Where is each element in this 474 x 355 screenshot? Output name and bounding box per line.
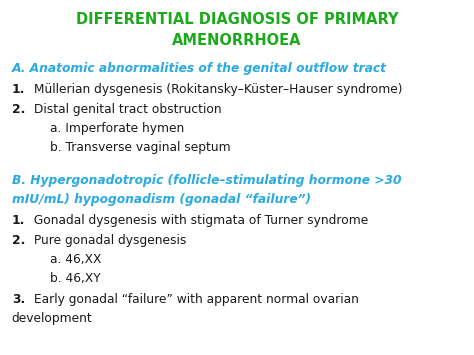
Text: 2.: 2.: [12, 234, 25, 247]
Text: Gonadal dysgenesis with stigmata of Turner syndrome: Gonadal dysgenesis with stigmata of Turn…: [30, 214, 368, 228]
Text: b. 46,XY: b. 46,XY: [50, 272, 100, 285]
Text: Pure gonadal dysgenesis: Pure gonadal dysgenesis: [30, 234, 186, 247]
Text: a. Imperforate hymen: a. Imperforate hymen: [50, 122, 184, 135]
Text: 1.: 1.: [12, 83, 25, 97]
Text: Early gonadal “failure” with apparent normal ovarian: Early gonadal “failure” with apparent no…: [30, 293, 359, 306]
Text: development: development: [12, 312, 92, 326]
Text: 2.: 2.: [12, 103, 25, 116]
Text: AMENORRHOEA: AMENORRHOEA: [172, 33, 302, 48]
Text: mIU/mL) hypogonadism (gonadal “failure”): mIU/mL) hypogonadism (gonadal “failure”): [12, 193, 311, 206]
Text: Distal genital tract obstruction: Distal genital tract obstruction: [30, 103, 221, 116]
Text: 1.: 1.: [12, 214, 25, 228]
Text: DIFFERENTIAL DIAGNOSIS OF PRIMARY: DIFFERENTIAL DIAGNOSIS OF PRIMARY: [76, 12, 398, 27]
Text: 3.: 3.: [12, 293, 25, 306]
Text: b. Transverse vaginal septum: b. Transverse vaginal septum: [50, 141, 230, 154]
Text: A. Anatomic abnormalities of the genital outflow tract: A. Anatomic abnormalities of the genital…: [12, 62, 387, 75]
Text: a. 46,XX: a. 46,XX: [50, 253, 101, 266]
Text: B. Hypergonadotropic (follicle–stimulating hormone >30: B. Hypergonadotropic (follicle–stimulati…: [12, 174, 401, 187]
Text: Müllerian dysgenesis (Rokitansky–Küster–Hauser syndrome): Müllerian dysgenesis (Rokitansky–Küster–…: [30, 83, 402, 97]
